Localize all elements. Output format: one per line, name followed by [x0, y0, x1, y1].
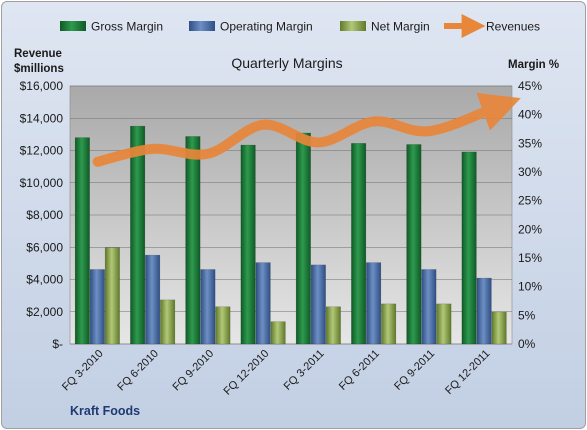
revenue-line-layer: [92, 92, 521, 167]
y-right-tick-label: 5%: [518, 308, 536, 322]
legend-label-net-margin: Net Margin: [371, 20, 430, 34]
y-left-tick-label: $8,000: [26, 208, 63, 222]
legend-swatch-operating-margin: [189, 21, 215, 31]
y-right-tick-label: 25%: [518, 194, 542, 208]
bar-net-margin: [381, 303, 397, 345]
x-tick-label: FQ 3-2010: [60, 348, 106, 394]
y-right-tick-label: 40%: [518, 108, 542, 122]
bar-operating-margin: [200, 269, 216, 345]
x-tick-label: FQ 6-2010: [115, 348, 161, 394]
legend-item-operating-margin: Operating Margin: [189, 20, 313, 34]
bar-net-margin: [160, 299, 176, 345]
y-left-tick-label: $-: [52, 337, 63, 351]
bar-layer: [74, 125, 507, 345]
x-tick-label: FQ 12-2011: [443, 348, 492, 397]
y-left-tick-label: $2,000: [26, 305, 63, 319]
bar-net-margin: [215, 306, 231, 345]
bar-gross-margin: [351, 143, 367, 345]
bar-gross-margin: [240, 144, 256, 345]
legend-swatch-net-margin: [340, 21, 366, 31]
bar-gross-margin: [130, 125, 146, 345]
bar-net-margin: [491, 311, 507, 345]
bar-gross-margin: [295, 132, 311, 345]
chart-title: Quarterly Margins: [231, 55, 342, 71]
bar-operating-margin: [476, 277, 492, 345]
legend-item-revenues: Revenues: [444, 14, 540, 38]
y-left-tick-label: $6,000: [26, 240, 63, 254]
y-left-tick-label: $16,000: [20, 79, 64, 93]
y-right-tick-label: 20%: [518, 222, 542, 236]
y-right-tick-label: 35%: [518, 136, 542, 150]
bar-operating-margin: [310, 264, 326, 345]
bar-net-margin: [325, 306, 341, 345]
y-left-tick-label: $4,000: [26, 273, 63, 287]
y-right-tick-label: 10%: [518, 280, 542, 294]
y-right-tick-label: 15%: [518, 251, 542, 265]
x-tick-label: FQ 9-2010: [171, 348, 217, 394]
x-tick-label: FQ 12-2010: [222, 348, 272, 398]
x-tick-label: FQ 3-2011: [282, 348, 327, 393]
bar-net-margin: [436, 303, 452, 345]
bar-gross-margin: [461, 151, 477, 345]
legend-item-gross-margin: Gross Margin: [60, 20, 163, 34]
legend-label-revenues: Revenues: [486, 20, 540, 34]
y-left-tick-label: $12,000: [20, 144, 64, 158]
y-right-axis-label: Margin %: [508, 59, 559, 71]
y-right-tick-label: 30%: [518, 165, 542, 179]
bar-operating-margin: [89, 269, 105, 345]
revenues-line: [92, 92, 521, 167]
bar-gross-margin: [406, 144, 422, 345]
legend-label-gross-margin: Gross Margin: [91, 20, 163, 34]
bar-gross-margin: [74, 137, 90, 345]
bar-operating-margin: [255, 262, 271, 345]
y-left-tick-label: $10,000: [20, 176, 64, 190]
y-right-tick-label: 45%: [518, 79, 542, 93]
legend-swatch-gross-margin: [60, 21, 86, 31]
bar-operating-margin: [366, 262, 382, 345]
x-tick-label: FQ 6-2011: [337, 348, 382, 393]
bar-net-margin: [104, 247, 120, 345]
legend: Gross Margin Operating Margin Net Margin…: [60, 14, 540, 38]
company-label: Kraft Foods: [70, 404, 140, 418]
y-left-tick-label: $14,000: [20, 111, 64, 125]
bar-gross-margin: [185, 136, 201, 345]
legend-item-net-margin: Net Margin: [340, 20, 430, 34]
y-left-axis-label-line1: Revenue: [14, 48, 62, 60]
bar-operating-margin: [421, 269, 437, 345]
legend-label-operating-margin: Operating Margin: [220, 20, 313, 34]
y-right-tick-label: 0%: [518, 337, 536, 351]
bar-operating-margin: [145, 254, 161, 345]
y-left-axis-label-line2: $millions: [14, 63, 64, 75]
x-tick-label: FQ 9-2011: [392, 348, 437, 393]
bar-net-margin: [270, 321, 286, 345]
